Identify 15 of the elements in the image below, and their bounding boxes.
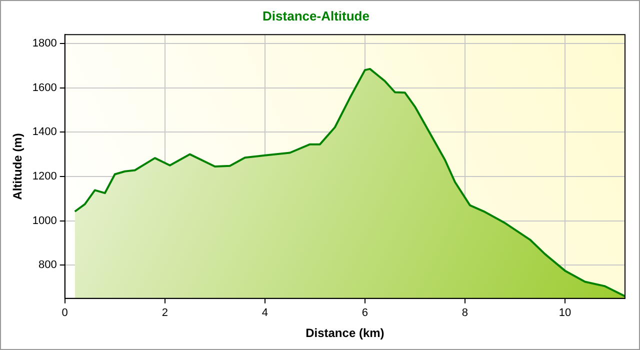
y-axis-title: Altitude (m) — [10, 133, 25, 200]
y-tick-label: 1200 — [32, 170, 57, 183]
x-tick-label: 6 — [362, 307, 368, 320]
chart-title: Distance-Altitude — [262, 8, 370, 24]
x-axis-title: Distance (km) — [306, 326, 384, 340]
y-tick-label: 1800 — [32, 38, 57, 50]
y-tick-label: 800 — [38, 259, 57, 272]
x-tick-label: 4 — [262, 307, 268, 320]
x-tick-label: 10 — [558, 307, 572, 320]
y-tick-label: 1400 — [32, 126, 57, 138]
y-tick-label: 1600 — [32, 82, 57, 94]
x-tick-label: 0 — [62, 307, 68, 320]
y-tick-label: 1000 — [32, 214, 57, 227]
x-tick-label: 8 — [462, 307, 468, 320]
x-tick-label: 2 — [162, 307, 168, 320]
